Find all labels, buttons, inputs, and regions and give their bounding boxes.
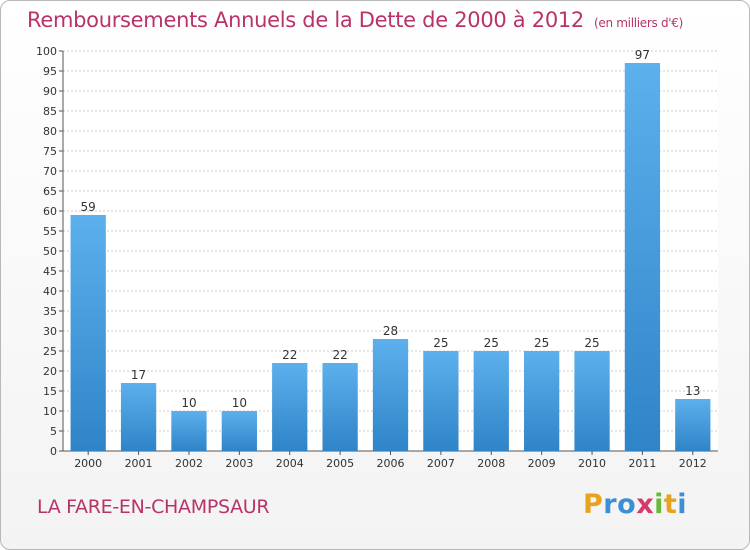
x-tick-label: 2012	[679, 457, 707, 470]
logo-letter: i	[677, 489, 688, 520]
y-tick-label: 85	[43, 105, 57, 118]
y-tick-label: 15	[43, 385, 57, 398]
x-tick-label: 2003	[225, 457, 253, 470]
bar	[524, 351, 560, 451]
bar	[574, 351, 610, 451]
y-tick-label: 90	[43, 85, 57, 98]
data-label: 25	[534, 336, 549, 350]
x-tick-label: 2002	[175, 457, 203, 470]
proxiti-logo: Proxiti	[583, 489, 687, 520]
x-tick-label: 2001	[125, 457, 153, 470]
y-tick-label: 50	[43, 245, 57, 258]
y-tick-label: 75	[43, 145, 57, 158]
data-label: 22	[282, 348, 297, 362]
y-tick-label: 5	[50, 425, 57, 438]
y-tick-label: 60	[43, 205, 57, 218]
logo-letter: x	[636, 489, 655, 520]
bar	[372, 339, 409, 451]
data-label: 59	[81, 200, 96, 214]
y-tick-label: 55	[43, 225, 57, 238]
x-tick-label: 2007	[427, 457, 455, 470]
bar	[675, 399, 711, 451]
y-tick-label: 40	[43, 285, 57, 298]
logo-letter: o	[617, 489, 637, 520]
chart-title-text: Remboursements Annuels de la Dette de 20…	[27, 8, 584, 32]
data-label: 10	[232, 396, 247, 410]
y-tick-label: 45	[43, 265, 57, 278]
y-tick-label: 35	[43, 305, 57, 318]
bar	[70, 215, 106, 451]
bar	[120, 383, 157, 451]
bar	[171, 411, 207, 451]
chart-title: Remboursements Annuels de la Dette de 20…	[27, 8, 683, 32]
y-tick-label: 20	[43, 365, 57, 378]
y-tick-label: 70	[43, 165, 57, 178]
data-label: 25	[584, 336, 599, 350]
x-tick-label: 2011	[628, 457, 656, 470]
bar	[322, 363, 358, 451]
bar	[423, 351, 459, 451]
data-label: 28	[383, 324, 398, 338]
data-label: 97	[635, 48, 650, 62]
bar	[221, 411, 257, 451]
y-tick-label: 0	[50, 445, 57, 458]
logo-letter: t	[663, 489, 678, 520]
x-tick-label: 2008	[477, 457, 505, 470]
chart-unit-note: (en milliers d'€)	[594, 16, 684, 30]
data-label: 22	[332, 348, 347, 362]
data-label: 10	[181, 396, 196, 410]
data-label: 17	[131, 368, 146, 382]
y-tick-label: 80	[43, 125, 57, 138]
commune-name: LA FARE-EN-CHAMPSAUR	[37, 496, 270, 518]
x-tick-label: 2000	[74, 457, 102, 470]
bar	[473, 351, 509, 451]
x-tick-label: 2006	[377, 457, 405, 470]
data-label: 25	[433, 336, 448, 350]
logo-letter: i	[654, 489, 664, 520]
y-tick-label: 10	[43, 405, 57, 418]
y-tick-label: 25	[43, 345, 57, 358]
x-tick-label: 2009	[528, 457, 556, 470]
bar	[272, 363, 308, 451]
x-tick-label: 2005	[326, 457, 354, 470]
data-label: 13	[685, 384, 700, 398]
logo-letter: P	[583, 489, 604, 520]
logo-letter: r	[603, 489, 618, 520]
y-tick-label: 95	[43, 65, 57, 78]
data-label: 25	[484, 336, 499, 350]
y-tick-label: 100	[36, 45, 57, 58]
x-tick-label: 2004	[276, 457, 304, 470]
x-tick-label: 2010	[578, 457, 606, 470]
y-tick-label: 65	[43, 185, 57, 198]
y-tick-label: 30	[43, 325, 57, 338]
bar	[624, 63, 661, 451]
